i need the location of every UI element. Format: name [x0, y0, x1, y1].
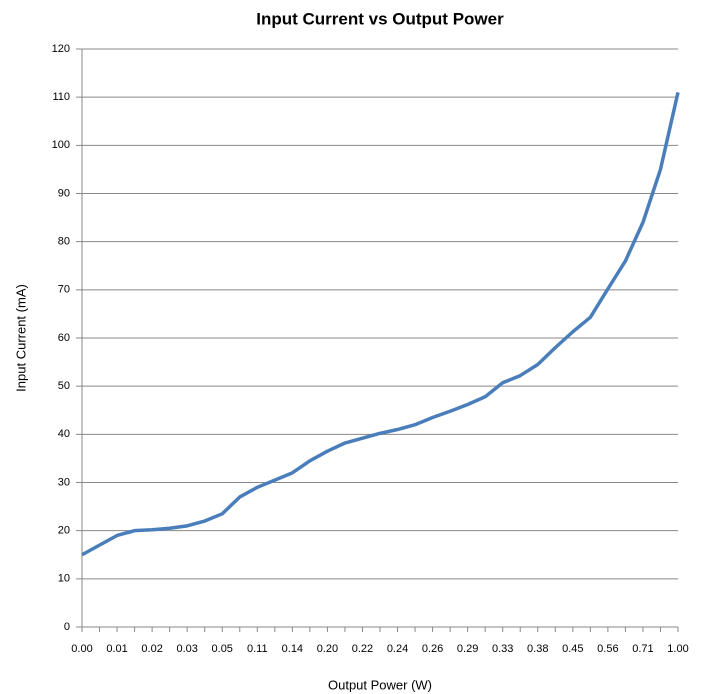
y-tick-label: 40	[58, 428, 70, 440]
y-tick-label: 0	[64, 621, 70, 633]
x-tick-label: 0.03	[176, 643, 197, 655]
x-tick-label: 0.14	[282, 643, 303, 655]
x-tick-label: 0.02	[141, 643, 162, 655]
x-tick-label: 0.01	[106, 643, 127, 655]
x-tick-label: 0.05	[212, 643, 233, 655]
x-tick-label: 1.00	[667, 643, 688, 655]
x-tick-label: 0.26	[422, 643, 443, 655]
y-tick-label: 30	[58, 476, 70, 488]
x-tick-label: 0.00	[71, 643, 92, 655]
y-tick-label: 70	[58, 284, 70, 296]
y-tick-label: 50	[58, 380, 70, 392]
x-tick-label: 0.20	[317, 643, 338, 655]
x-tick-label: 0.22	[352, 643, 373, 655]
x-tick-label: 0.56	[597, 643, 618, 655]
chart-title: Input Current vs Output Power	[256, 9, 504, 28]
y-tick-label: 120	[52, 43, 70, 55]
y-tick-label: 20	[58, 525, 70, 537]
x-tick-label: 0.38	[527, 643, 548, 655]
y-tick-label: 110	[52, 91, 70, 103]
y-tick-label: 80	[58, 236, 70, 248]
y-tick-label: 90	[58, 187, 70, 199]
y-tick-label: 100	[52, 139, 70, 151]
x-tick-label: 0.45	[562, 643, 583, 655]
x-tick-label: 0.71	[632, 643, 653, 655]
x-tick-label: 0.11	[247, 643, 268, 655]
y-axis-label: Input Current (mA)	[13, 284, 28, 392]
x-tick-label: 0.24	[387, 643, 408, 655]
x-tick-label: 0.33	[492, 643, 513, 655]
y-tick-label: 10	[58, 573, 70, 585]
x-tick-label: 0.29	[457, 643, 478, 655]
y-tick-label: 60	[58, 332, 70, 344]
data-line	[81, 91, 680, 557]
x-axis-label: Output Power (W)	[328, 677, 432, 692]
